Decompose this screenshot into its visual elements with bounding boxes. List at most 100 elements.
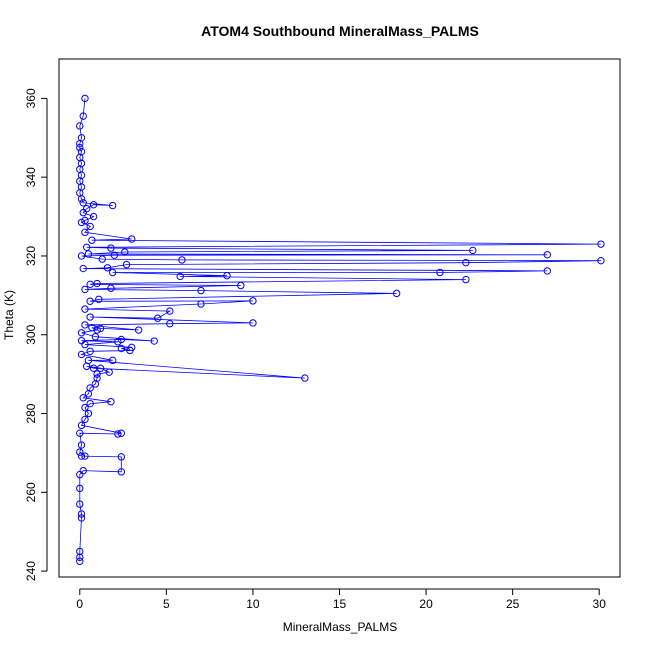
data-point <box>86 222 94 231</box>
data-point <box>93 374 101 382</box>
data-point <box>81 285 89 294</box>
data-point <box>76 557 84 565</box>
data-point <box>77 134 86 142</box>
data-point <box>436 268 444 277</box>
data-point <box>89 212 98 221</box>
data-point <box>117 468 126 476</box>
data-point <box>83 204 91 213</box>
data-point <box>108 268 117 277</box>
data-point <box>91 333 100 341</box>
data-point <box>178 256 186 264</box>
data-point <box>79 199 87 207</box>
data-point <box>114 430 122 438</box>
x-axis-label: MineralMass_PALMS <box>283 620 397 634</box>
data-point <box>249 297 257 305</box>
y-tick-label: 240 <box>24 561 38 581</box>
data-point <box>96 324 105 333</box>
data-point <box>223 271 231 280</box>
data-point <box>77 336 86 345</box>
data-point <box>469 246 477 255</box>
data-point <box>77 252 86 260</box>
data-point <box>166 320 174 328</box>
data-point <box>392 289 401 298</box>
series-line <box>79 98 602 562</box>
x-tick-label: 10 <box>246 597 260 611</box>
data-point <box>84 356 93 365</box>
data-point <box>597 240 605 248</box>
data-point <box>110 251 119 259</box>
data-point <box>86 347 94 355</box>
data-point <box>117 453 126 461</box>
data-point <box>77 147 86 156</box>
data-point <box>462 275 470 284</box>
y-tick-label: 320 <box>24 246 38 266</box>
data-point <box>77 350 86 359</box>
data-point <box>117 335 126 344</box>
data-point <box>237 281 245 290</box>
x-tick-label: 30 <box>593 597 607 611</box>
data-point <box>76 484 84 493</box>
data-point <box>105 368 113 376</box>
data-point <box>249 319 257 327</box>
data-point <box>77 421 86 430</box>
data-point <box>81 94 89 103</box>
data-point <box>86 384 94 392</box>
data-point <box>128 235 136 243</box>
data-point <box>150 337 158 345</box>
data-point <box>301 374 309 382</box>
data-point <box>95 295 103 303</box>
data-point <box>81 415 89 424</box>
data-point <box>89 201 98 209</box>
data-point <box>79 264 87 273</box>
data-point <box>96 364 105 372</box>
y-tick-label: 260 <box>24 482 38 502</box>
data-point <box>176 272 184 281</box>
data-point <box>76 547 84 556</box>
data-point <box>134 326 143 334</box>
data-point <box>89 364 98 372</box>
data-point <box>76 448 84 456</box>
y-tick-label: 280 <box>24 403 38 423</box>
series-layer <box>76 94 605 565</box>
y-tick-label: 300 <box>24 324 38 344</box>
data-point <box>108 356 117 365</box>
data-point <box>86 297 94 305</box>
data-point <box>107 398 115 406</box>
data-point <box>81 452 89 460</box>
data-point <box>79 466 87 475</box>
data-point <box>197 286 205 295</box>
data-point <box>122 260 131 269</box>
data-point <box>81 403 89 412</box>
data-point <box>84 409 93 418</box>
data-point <box>79 112 87 120</box>
data-point <box>93 279 101 288</box>
data-point <box>81 305 89 313</box>
x-tick-label: 20 <box>419 597 433 611</box>
data-point <box>83 243 91 251</box>
data-point <box>76 500 84 508</box>
data-point <box>81 321 89 329</box>
chart-title: ATOM4 Southbound MineralMass_PALMS <box>201 23 479 39</box>
data-point <box>153 314 162 322</box>
data-point <box>93 370 101 378</box>
x-tick-label: 0 <box>76 597 83 611</box>
data-point <box>88 323 96 332</box>
data-point <box>597 256 605 265</box>
data-point <box>197 300 205 308</box>
data-point <box>77 510 86 518</box>
data-point <box>86 399 94 408</box>
data-point <box>128 343 136 352</box>
data-point <box>86 280 94 289</box>
x-tick-label: 15 <box>333 597 347 611</box>
data-point <box>86 313 94 321</box>
x-axis: 0 5 10 15 20 25 30 <box>76 588 607 611</box>
y-tick-label: 340 <box>24 167 38 187</box>
data-point <box>88 236 96 244</box>
y-tick-label: 360 <box>24 88 38 108</box>
data-point <box>543 267 551 275</box>
data-point <box>166 307 174 315</box>
data-point <box>117 344 126 353</box>
data-point <box>108 201 117 210</box>
